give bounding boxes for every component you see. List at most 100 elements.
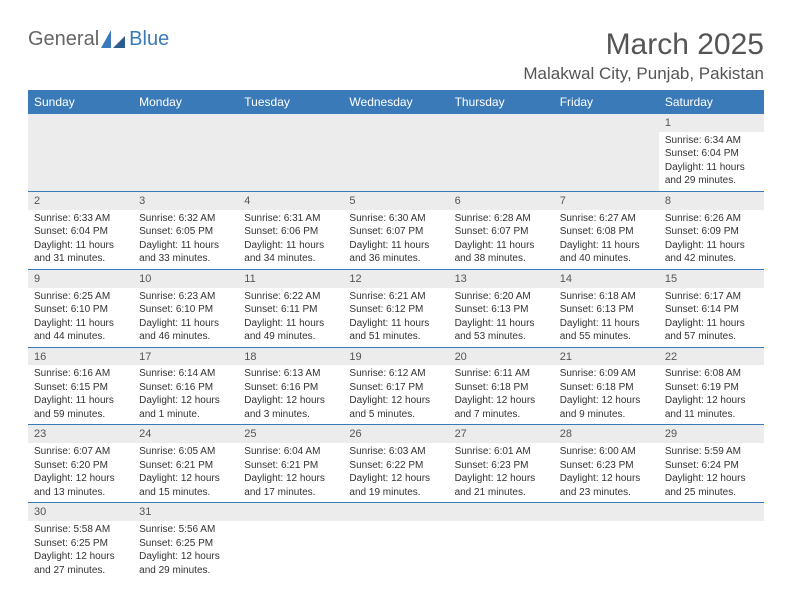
day-number	[133, 114, 238, 132]
day-info: Sunrise: 6:18 AMSunset: 6:13 PMDaylight:…	[554, 288, 659, 347]
day-info: Sunrise: 6:32 AMSunset: 6:05 PMDaylight:…	[133, 210, 238, 269]
day-cell	[28, 114, 133, 191]
day-info: Sunrise: 5:58 AMSunset: 6:25 PMDaylight:…	[28, 521, 133, 580]
day-number: 17	[133, 348, 238, 366]
day-info	[554, 132, 659, 151]
week-row: 2Sunrise: 6:33 AMSunset: 6:04 PMDaylight…	[28, 191, 764, 269]
col-monday: Monday	[133, 90, 238, 114]
day-number: 10	[133, 270, 238, 288]
day-cell: 5Sunrise: 6:30 AMSunset: 6:07 PMDaylight…	[343, 191, 448, 269]
logo-text-blue: Blue	[129, 28, 169, 51]
day-cell	[343, 503, 448, 580]
day-cell	[449, 503, 554, 580]
day-cell: 26Sunrise: 6:03 AMSunset: 6:22 PMDayligh…	[343, 425, 448, 503]
day-cell: 10Sunrise: 6:23 AMSunset: 6:10 PMDayligh…	[133, 269, 238, 347]
day-cell	[238, 114, 343, 191]
day-cell: 2Sunrise: 6:33 AMSunset: 6:04 PMDaylight…	[28, 191, 133, 269]
day-cell	[133, 114, 238, 191]
day-number	[659, 503, 764, 521]
day-info	[133, 132, 238, 151]
day-cell: 29Sunrise: 5:59 AMSunset: 6:24 PMDayligh…	[659, 425, 764, 503]
day-info: Sunrise: 5:59 AMSunset: 6:24 PMDaylight:…	[659, 443, 764, 502]
day-info	[238, 132, 343, 151]
day-cell: 3Sunrise: 6:32 AMSunset: 6:05 PMDaylight…	[133, 191, 238, 269]
day-cell: 14Sunrise: 6:18 AMSunset: 6:13 PMDayligh…	[554, 269, 659, 347]
day-cell: 17Sunrise: 6:14 AMSunset: 6:16 PMDayligh…	[133, 347, 238, 425]
col-wednesday: Wednesday	[343, 90, 448, 114]
day-number: 19	[343, 348, 448, 366]
day-info	[554, 521, 659, 540]
day-number: 2	[28, 192, 133, 210]
col-thursday: Thursday	[449, 90, 554, 114]
day-info: Sunrise: 6:30 AMSunset: 6:07 PMDaylight:…	[343, 210, 448, 269]
day-info	[238, 521, 343, 540]
day-info: Sunrise: 6:01 AMSunset: 6:23 PMDaylight:…	[449, 443, 554, 502]
day-number: 31	[133, 503, 238, 521]
day-info: Sunrise: 6:25 AMSunset: 6:10 PMDaylight:…	[28, 288, 133, 347]
week-row: 30Sunrise: 5:58 AMSunset: 6:25 PMDayligh…	[28, 503, 764, 580]
day-number: 4	[238, 192, 343, 210]
day-info: Sunrise: 6:16 AMSunset: 6:15 PMDaylight:…	[28, 365, 133, 424]
day-number	[238, 503, 343, 521]
day-cell: 21Sunrise: 6:09 AMSunset: 6:18 PMDayligh…	[554, 347, 659, 425]
week-row: 9Sunrise: 6:25 AMSunset: 6:10 PMDaylight…	[28, 269, 764, 347]
day-info	[659, 521, 764, 540]
day-info: Sunrise: 6:14 AMSunset: 6:16 PMDaylight:…	[133, 365, 238, 424]
day-info: Sunrise: 6:08 AMSunset: 6:19 PMDaylight:…	[659, 365, 764, 424]
day-info: Sunrise: 6:17 AMSunset: 6:14 PMDaylight:…	[659, 288, 764, 347]
week-row: 1Sunrise: 6:34 AMSunset: 6:04 PMDaylight…	[28, 114, 764, 191]
month-title: March 2025	[523, 28, 764, 62]
day-info: Sunrise: 6:28 AMSunset: 6:07 PMDaylight:…	[449, 210, 554, 269]
day-number: 21	[554, 348, 659, 366]
day-number: 11	[238, 270, 343, 288]
day-info: Sunrise: 6:03 AMSunset: 6:22 PMDaylight:…	[343, 443, 448, 502]
day-info: Sunrise: 6:23 AMSunset: 6:10 PMDaylight:…	[133, 288, 238, 347]
day-number	[449, 503, 554, 521]
day-number: 12	[343, 270, 448, 288]
day-cell: 27Sunrise: 6:01 AMSunset: 6:23 PMDayligh…	[449, 425, 554, 503]
logo-text-general: General	[28, 28, 99, 51]
day-cell: 20Sunrise: 6:11 AMSunset: 6:18 PMDayligh…	[449, 347, 554, 425]
day-cell	[659, 503, 764, 580]
col-friday: Friday	[554, 90, 659, 114]
day-info: Sunrise: 6:20 AMSunset: 6:13 PMDaylight:…	[449, 288, 554, 347]
day-number	[238, 114, 343, 132]
day-info: Sunrise: 6:00 AMSunset: 6:23 PMDaylight:…	[554, 443, 659, 502]
day-number: 27	[449, 425, 554, 443]
title-area: March 2025 Malakwal City, Punjab, Pakist…	[523, 28, 764, 84]
day-cell: 4Sunrise: 6:31 AMSunset: 6:06 PMDaylight…	[238, 191, 343, 269]
day-number: 26	[343, 425, 448, 443]
week-row: 16Sunrise: 6:16 AMSunset: 6:15 PMDayligh…	[28, 347, 764, 425]
day-info: Sunrise: 6:34 AMSunset: 6:04 PMDaylight:…	[659, 132, 764, 191]
day-number: 29	[659, 425, 764, 443]
day-cell	[554, 503, 659, 580]
day-number: 20	[449, 348, 554, 366]
day-number: 6	[449, 192, 554, 210]
day-info	[343, 521, 448, 540]
day-number: 14	[554, 270, 659, 288]
day-number	[343, 503, 448, 521]
day-cell: 8Sunrise: 6:26 AMSunset: 6:09 PMDaylight…	[659, 191, 764, 269]
day-info	[343, 132, 448, 151]
week-row: 23Sunrise: 6:07 AMSunset: 6:20 PMDayligh…	[28, 425, 764, 503]
day-number: 5	[343, 192, 448, 210]
day-number	[554, 114, 659, 132]
day-info: Sunrise: 5:56 AMSunset: 6:25 PMDaylight:…	[133, 521, 238, 580]
col-tuesday: Tuesday	[238, 90, 343, 114]
day-cell: 9Sunrise: 6:25 AMSunset: 6:10 PMDaylight…	[28, 269, 133, 347]
day-number: 25	[238, 425, 343, 443]
day-cell: 7Sunrise: 6:27 AMSunset: 6:08 PMDaylight…	[554, 191, 659, 269]
day-info: Sunrise: 6:12 AMSunset: 6:17 PMDaylight:…	[343, 365, 448, 424]
day-info	[449, 132, 554, 151]
day-cell: 22Sunrise: 6:08 AMSunset: 6:19 PMDayligh…	[659, 347, 764, 425]
day-cell: 18Sunrise: 6:13 AMSunset: 6:16 PMDayligh…	[238, 347, 343, 425]
day-number	[554, 503, 659, 521]
col-saturday: Saturday	[659, 90, 764, 114]
day-cell	[554, 114, 659, 191]
day-number: 3	[133, 192, 238, 210]
day-cell: 15Sunrise: 6:17 AMSunset: 6:14 PMDayligh…	[659, 269, 764, 347]
day-info: Sunrise: 6:26 AMSunset: 6:09 PMDaylight:…	[659, 210, 764, 269]
day-number: 8	[659, 192, 764, 210]
day-number: 1	[659, 114, 764, 132]
calendar-table: Sunday Monday Tuesday Wednesday Thursday…	[28, 90, 764, 580]
